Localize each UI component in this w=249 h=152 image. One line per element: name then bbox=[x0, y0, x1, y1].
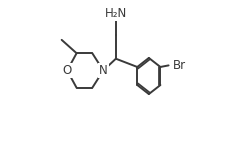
Text: H₂N: H₂N bbox=[105, 7, 127, 21]
Text: Br: Br bbox=[173, 59, 187, 72]
Text: O: O bbox=[62, 64, 72, 77]
Text: N: N bbox=[99, 64, 108, 77]
